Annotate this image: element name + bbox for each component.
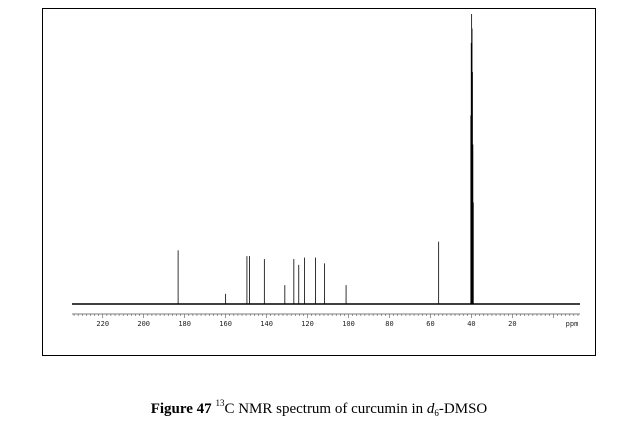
- solvent-subscript: 6: [434, 408, 439, 418]
- tick-label-180: 180: [178, 320, 191, 328]
- figure-frame: [42, 8, 596, 356]
- tick-label-20: 20: [508, 320, 516, 328]
- caption-text: C NMR spectrum of curcumin in: [224, 401, 427, 417]
- x-axis-unit-label: ppm: [566, 320, 579, 328]
- tick-label-120: 120: [301, 320, 314, 328]
- tick-label-80: 80: [385, 320, 393, 328]
- peak-lines: [177, 14, 474, 304]
- x-axis: [72, 313, 580, 318]
- tick-label-160: 160: [219, 320, 232, 328]
- figure-caption: Figure 47 13C NMR spectrum of curcumin i…: [0, 398, 638, 418]
- tick-label-40: 40: [467, 320, 475, 328]
- tick-label-100: 100: [342, 320, 355, 328]
- figure-number: Figure 47: [150, 401, 212, 417]
- solvent-prefix: d: [426, 401, 435, 417]
- tick-label-60: 60: [426, 320, 434, 328]
- isotope-superscript: 13: [215, 398, 225, 408]
- solvent-suffix: -DMSO: [438, 401, 488, 417]
- tick-label-140: 140: [260, 320, 273, 328]
- tick-label-220: 220: [96, 320, 109, 328]
- x-tick-labels: 220 200 180 160 140 120 100 80 60 40 20: [96, 320, 516, 328]
- tick-label-200: 200: [137, 320, 150, 328]
